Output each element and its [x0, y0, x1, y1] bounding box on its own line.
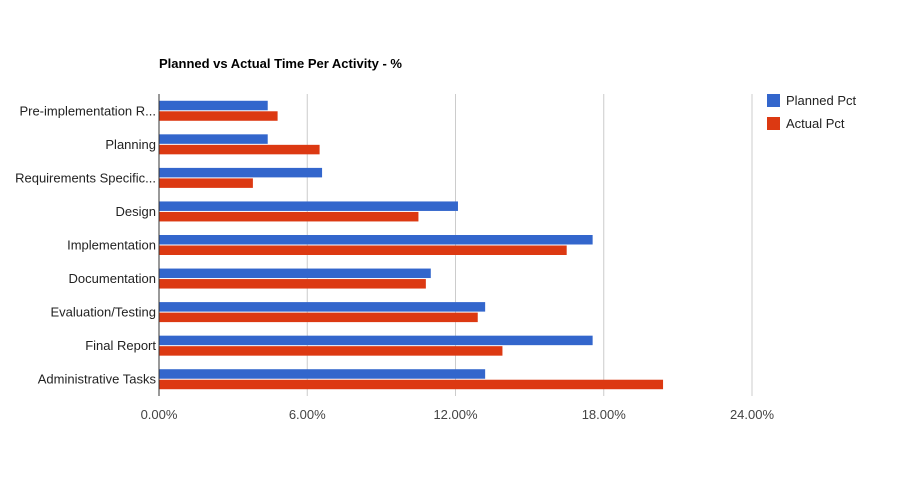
legend: Planned Pct Actual Pct — [767, 93, 856, 131]
gridlines — [306, 94, 753, 396]
planned-bar — [159, 134, 268, 144]
actual-bar — [159, 144, 320, 155]
x-tick-label: 24.00% — [730, 407, 775, 422]
category-label: Administrative Tasks — [38, 372, 157, 387]
planned-bar — [159, 268, 431, 279]
actual-bar — [159, 346, 503, 356]
planned-bar — [159, 369, 486, 379]
actual-bar — [159, 178, 253, 188]
x-tick-label: 12.00% — [433, 407, 478, 422]
bars — [159, 100, 664, 390]
legend-label: Actual Pct — [786, 116, 845, 131]
category-label: Final Report — [85, 338, 156, 353]
planned-bar — [159, 100, 268, 111]
category-label: Documentation — [69, 271, 156, 286]
legend-swatch — [767, 117, 780, 130]
category-label: Design — [116, 204, 156, 219]
planned-bar — [159, 235, 593, 245]
actual-bar — [159, 279, 426, 289]
planned-bar — [159, 167, 323, 178]
actual-bar — [159, 111, 278, 121]
chart-title: Planned vs Actual Time Per Activity - % — [159, 56, 402, 71]
planned-bar — [159, 302, 486, 312]
actual-bar — [159, 211, 419, 222]
x-tick-label: 6.00% — [289, 407, 326, 422]
actual-bar — [159, 245, 567, 255]
category-label: Pre-implementation R... — [19, 103, 156, 118]
category-label: Evaluation/Testing — [50, 305, 156, 320]
category-label: Implementation — [67, 238, 156, 253]
actual-bar — [159, 379, 664, 390]
planned-bar — [159, 335, 593, 346]
actual-bar — [159, 312, 478, 323]
legend-swatch — [767, 94, 780, 107]
x-tick-label: 18.00% — [582, 407, 627, 422]
axes: 0.00% 6.00% 12.00% 18.00% 24.00% Pre-implemen… — [15, 94, 774, 422]
category-label: Planning — [105, 137, 156, 152]
category-label: Requirements Specific... — [15, 170, 156, 185]
x-tick-label: 0.00% — [141, 407, 178, 422]
planned-bar — [159, 201, 458, 211]
legend-label: Planned Pct — [786, 93, 856, 108]
